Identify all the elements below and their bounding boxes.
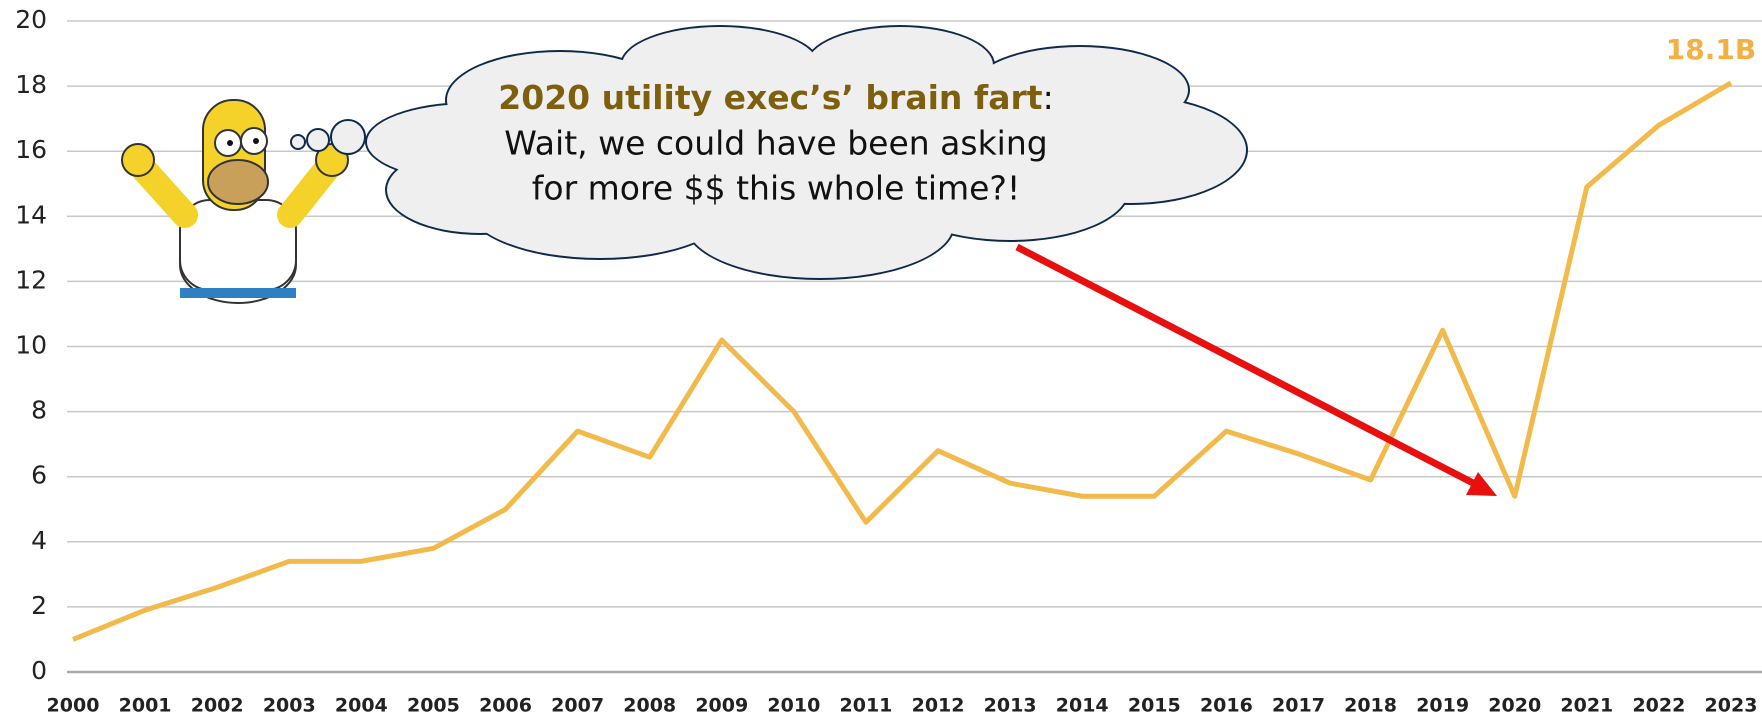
x-tick-label: 2016 bbox=[1200, 695, 1253, 717]
x-tick-label: 2017 bbox=[1272, 695, 1325, 717]
y-tick-label: 2 bbox=[31, 591, 47, 620]
x-tick-label: 2014 bbox=[1056, 695, 1109, 717]
x-tick-label: 2018 bbox=[1344, 695, 1397, 717]
x-tick-label: 2003 bbox=[263, 695, 316, 717]
x-tick-label: 2015 bbox=[1128, 695, 1181, 717]
data-label: 18.1B bbox=[1666, 33, 1756, 66]
x-tick-label: 2010 bbox=[767, 695, 820, 717]
annotation-bold: 2020 utility exec’s’ brain fart bbox=[498, 78, 1042, 117]
x-tick-label: 2020 bbox=[1488, 695, 1541, 717]
x-tick-label: 2012 bbox=[912, 695, 965, 717]
annotation-line: 2020 utility exec’s’ brain fart: bbox=[498, 78, 1053, 117]
y-tick-label: 18 bbox=[15, 70, 47, 99]
x-tick-label: 2001 bbox=[119, 695, 172, 717]
y-tick-label: 12 bbox=[15, 265, 47, 294]
annotation-line: Wait, we could have been asking bbox=[504, 124, 1047, 163]
homer bbox=[121, 99, 349, 304]
y-tick-label: 8 bbox=[31, 396, 47, 425]
x-tick-label: 2013 bbox=[984, 695, 1037, 717]
y-tick-label: 16 bbox=[15, 135, 47, 164]
y-tick-label: 10 bbox=[15, 331, 47, 360]
x-tick-label: 2005 bbox=[407, 695, 460, 717]
annotation-line: for more $$ this whole time?! bbox=[532, 169, 1020, 208]
x-tick-label: 2022 bbox=[1632, 695, 1685, 717]
x-tick-label: 2008 bbox=[623, 695, 676, 717]
x-tick-label: 2007 bbox=[551, 695, 604, 717]
thought-cloud: 2020 utility exec’s’ brain fart: Wait, w… bbox=[290, 25, 1248, 280]
line bbox=[72, 80, 1733, 642]
x-tick-label: 2006 bbox=[479, 695, 532, 717]
x-tick-label: 2004 bbox=[335, 695, 388, 717]
x-tick-label: 2002 bbox=[191, 695, 244, 717]
y-tick-label: 6 bbox=[31, 461, 47, 490]
x-tick-label: 2019 bbox=[1416, 695, 1469, 717]
x-tick-label: 2023 bbox=[1705, 695, 1758, 717]
x-tick-label: 2009 bbox=[695, 695, 748, 717]
plot: 18.1B bbox=[72, 33, 1756, 642]
x-tick-label: 2000 bbox=[47, 695, 100, 717]
y-tick-label: 20 bbox=[15, 5, 47, 34]
y-tick-label: 0 bbox=[31, 656, 47, 685]
x-tick-label: 2021 bbox=[1560, 695, 1613, 717]
arrow bbox=[1015, 243, 1497, 496]
x-tick-label: 2011 bbox=[840, 695, 893, 717]
annotation-colon: : bbox=[1043, 78, 1054, 117]
y-tick-label: 14 bbox=[15, 200, 47, 229]
y-tick-label: 4 bbox=[31, 526, 47, 555]
